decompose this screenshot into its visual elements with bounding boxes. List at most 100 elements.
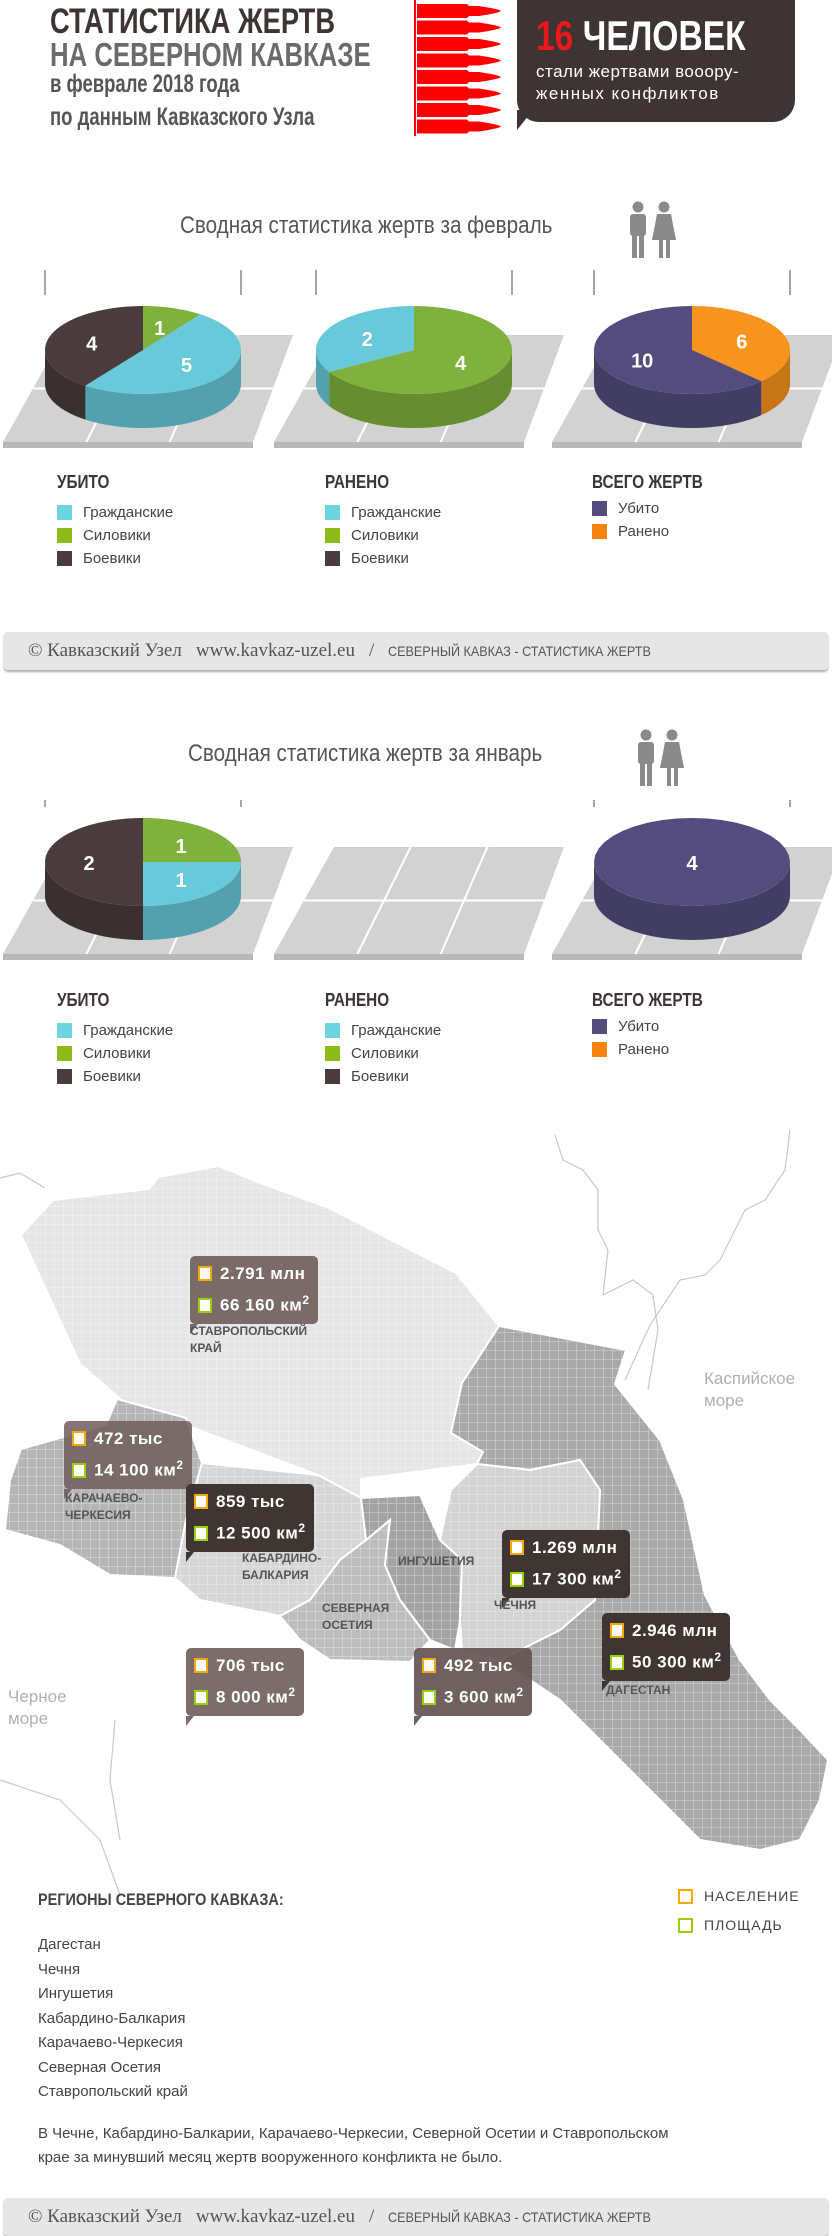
- population-value: 2.946 млн: [632, 1621, 718, 1640]
- area-unit-sup: 2: [614, 1567, 622, 1581]
- region-list-item: Дагестан: [38, 1936, 101, 1953]
- legend-swatch: [325, 1046, 340, 1061]
- region-name-label: ЧЕЧНЯ: [494, 1598, 537, 1612]
- slice-value-label: 1: [154, 318, 165, 340]
- area-value: 14 100: [94, 1460, 149, 1480]
- legend-label: Гражданские: [351, 504, 442, 521]
- legend-label: Силовики: [351, 527, 419, 544]
- coastlines: [0, 1129, 791, 1896]
- pie-slice: [316, 306, 414, 372]
- area-icon: [72, 1462, 86, 1478]
- title-line-4: по данным Кавказского Узла: [50, 103, 315, 131]
- person-icon: [198, 1266, 212, 1281]
- legend-label: Гражданские: [83, 504, 174, 521]
- legend-item: Ранено: [592, 1041, 669, 1058]
- area-value: 12 500: [216, 1523, 271, 1543]
- pie-side: [45, 862, 143, 940]
- regions-list: Дагестан Чечня Ингушетия Кабардино-Балкария…: [38, 1933, 188, 2105]
- legend-swatch: [57, 1069, 72, 1084]
- region-name-label: ИНГУШЕТИЯ: [398, 1554, 475, 1568]
- slice-value-label: 1: [176, 836, 187, 858]
- region-callout: 859 тыс 12 500 км2: [186, 1484, 314, 1562]
- title-line-1: СТАТИСТИКА ЖЕРТВ: [50, 2, 336, 41]
- population-value: 472 тыс: [94, 1429, 163, 1448]
- region-list-item: Кабардино-Балкария: [38, 2009, 186, 2027]
- note-line-1: В Чечне, Кабардино-Балкарии, Карачаево-Ч…: [38, 2125, 669, 2142]
- title-line-2: НА СЕВЕРНОМ КАВКАЗЕ: [50, 36, 371, 73]
- black-sea-label: Черное море: [8, 1687, 67, 1728]
- area-unit: км: [154, 1460, 177, 1480]
- area-unit: км: [494, 1687, 517, 1707]
- slice-value-label: 2: [362, 329, 373, 351]
- area-value: 8 000: [216, 1687, 262, 1707]
- legend-item: Силовики: [57, 1045, 151, 1062]
- area-unit: км: [592, 1569, 615, 1589]
- region-list-item: Ставропольский край: [38, 2083, 188, 2100]
- pie-slice: [594, 306, 762, 394]
- legend-swatch: [57, 551, 72, 566]
- footer-bar-2: © Кавказский Узел www.kavkaz-uzel.eu / С…: [4, 2198, 828, 2236]
- legend-item: Ранено: [592, 523, 669, 540]
- area-unit: км: [266, 1687, 289, 1707]
- population-value: 1.269 млн: [532, 1538, 618, 1557]
- slice-value-label: 6: [736, 332, 747, 354]
- region-callout: 1.269 млн 17 300 км2: [502, 1530, 630, 1608]
- pie-side: [594, 350, 762, 428]
- legend-label: Убито: [618, 1018, 660, 1035]
- total-number: 16: [536, 12, 574, 59]
- legend-label: Силовики: [351, 1045, 419, 1062]
- legend-item: Силовики: [325, 527, 419, 544]
- bullet-icon: [417, 70, 501, 84]
- area-icon: [422, 1689, 436, 1705]
- legend-label: Боевики: [351, 550, 409, 567]
- legend-label: Боевики: [351, 1068, 409, 1085]
- slice-value-label: 2: [84, 853, 95, 875]
- slice-value-label: 10: [631, 350, 653, 372]
- slice-value-label: 4: [686, 853, 698, 875]
- area-unit-sup: 2: [298, 1521, 306, 1535]
- legend-swatch: [592, 524, 607, 539]
- legend-item: Боевики: [57, 1068, 141, 1085]
- pie-chart: [274, 846, 564, 960]
- region-list-item: Чечня: [38, 1960, 81, 1978]
- area-icon: [610, 1654, 624, 1670]
- legend-swatch: [325, 1069, 340, 1084]
- total-word: ЧЕЛОВЕК: [582, 12, 746, 59]
- region-grid: [451, 1326, 828, 1850]
- legend-label: Убито: [618, 500, 660, 517]
- bubble-tail: [517, 110, 533, 130]
- people-icon: [630, 201, 676, 258]
- footer-url[interactable]: www.kavkaz-uzel.eu: [195, 640, 355, 661]
- legend-swatch: [325, 1023, 340, 1038]
- footer-copyright: © Кавказский Узел: [28, 2206, 182, 2227]
- area-unit-sup: 2: [302, 1293, 310, 1307]
- title-line-3: в феврале 2018 года: [50, 70, 240, 98]
- person-icon: [510, 1540, 524, 1555]
- person-icon: [194, 1494, 208, 1509]
- legend-heading: ВСЕГО ЖЕРТВ: [592, 990, 703, 1010]
- legend-item: Гражданские: [325, 504, 441, 521]
- person-icon: [422, 1658, 436, 1673]
- pie-chart: 10154: [3, 270, 293, 448]
- pie-slice: [594, 818, 790, 906]
- note-line-2: крае за минувший месяц жертв вооруженног…: [38, 2149, 503, 2166]
- legend-item: Гражданские: [57, 504, 173, 521]
- january-pies: 4 1 1 2 44: [3, 800, 832, 960]
- bullet-icon: [417, 4, 501, 18]
- region-callout: 492 тыс 3 600 км2: [414, 1648, 532, 1726]
- person-icon: [678, 1888, 693, 1904]
- slice-value-label: 4: [455, 353, 467, 375]
- total-bracket: [593, 270, 791, 295]
- footer-caption: СЕВЕРНЫЙ КАВКАЗ - СТАТИСТИКА ЖЕРТВ: [388, 643, 652, 659]
- area-icon: [510, 1571, 524, 1587]
- legend-swatch: [57, 528, 72, 543]
- region-name-label: КАБАРДИНО-БАЛКАРИЯ: [242, 1551, 322, 1582]
- legend-population: НАСЕЛЕНИЕ: [678, 1888, 800, 1904]
- legend-heading: РАНЕНО: [325, 990, 390, 1010]
- legend-swatch: [57, 1046, 72, 1061]
- bullet-icon: [417, 119, 501, 134]
- legend-heading: УБИТО: [57, 990, 110, 1010]
- area-unit-sup: 2: [288, 1685, 296, 1699]
- area-value: 66 160: [220, 1295, 275, 1315]
- footer-url[interactable]: www.kavkaz-uzel.eu: [195, 2206, 355, 2227]
